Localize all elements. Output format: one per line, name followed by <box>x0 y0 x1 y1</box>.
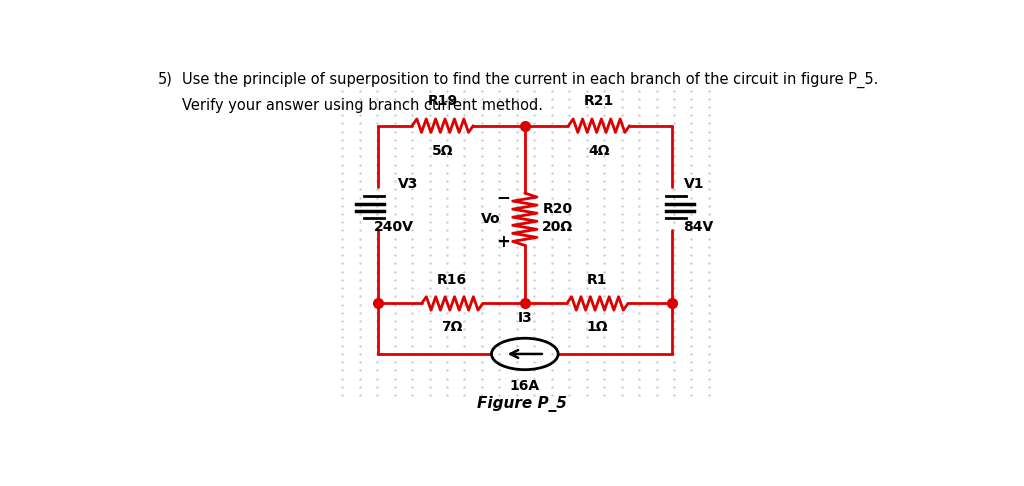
Text: I3: I3 <box>517 311 532 325</box>
Text: 5): 5) <box>158 71 173 87</box>
Text: Verify your answer using branch current method.: Verify your answer using branch current … <box>182 98 543 113</box>
Text: Use the principle of superposition to find the current in each branch of the cir: Use the principle of superposition to fi… <box>182 71 879 87</box>
Text: 5Ω: 5Ω <box>432 144 454 157</box>
Text: 1Ω: 1Ω <box>587 320 608 334</box>
Text: 4Ω: 4Ω <box>588 144 609 157</box>
Text: V3: V3 <box>397 177 418 191</box>
Text: V1: V1 <box>684 177 705 191</box>
Text: −: − <box>497 188 511 206</box>
Text: Vo: Vo <box>481 212 501 226</box>
Text: Figure P_5: Figure P_5 <box>477 396 567 412</box>
Text: R16: R16 <box>437 273 467 287</box>
Text: 7Ω: 7Ω <box>441 320 463 334</box>
Text: R19: R19 <box>428 94 458 108</box>
Text: R20: R20 <box>543 202 572 216</box>
Text: R1: R1 <box>587 273 607 287</box>
Text: 84V: 84V <box>684 220 714 234</box>
Text: 240V: 240V <box>374 220 414 234</box>
Text: +: + <box>497 233 511 251</box>
Text: 20Ω: 20Ω <box>543 221 573 234</box>
Text: R21: R21 <box>584 94 614 108</box>
Text: 16A: 16A <box>510 379 540 393</box>
